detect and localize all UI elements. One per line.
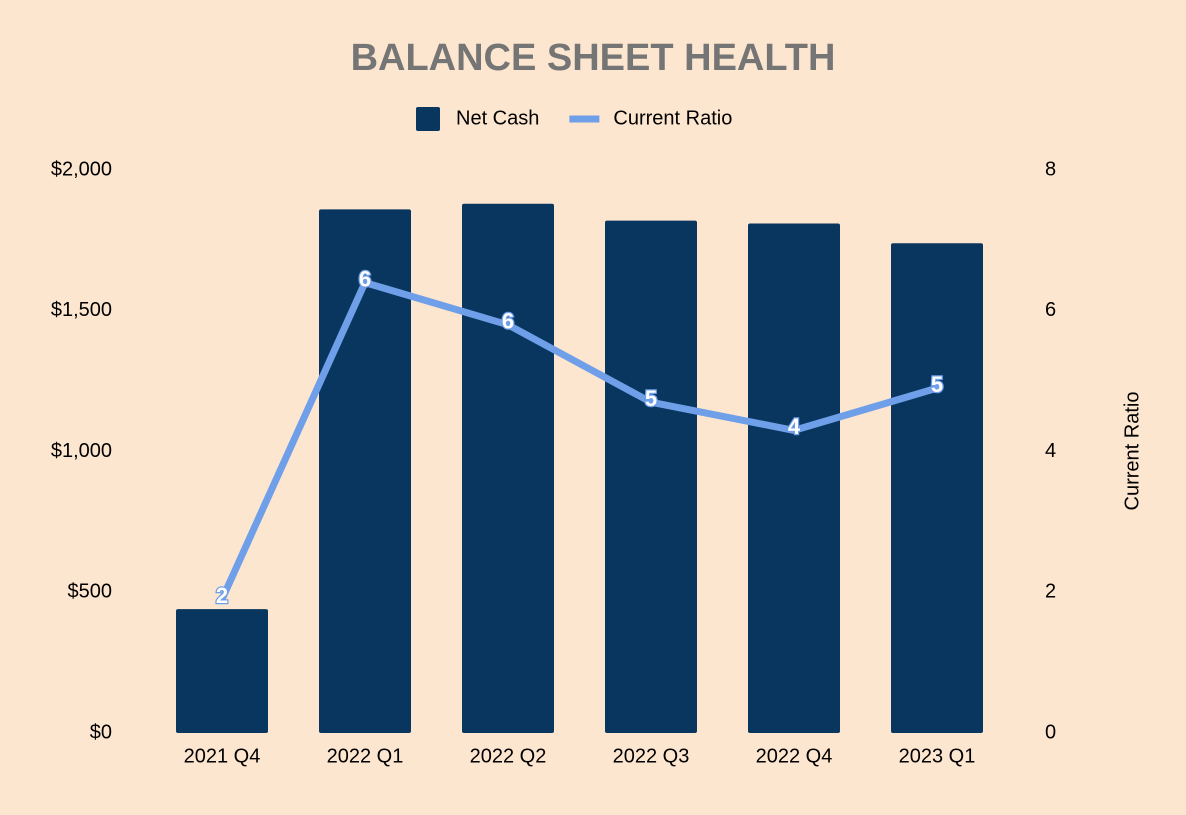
y-tick-label: $1,500	[51, 299, 112, 321]
y-tick-label: $0	[90, 721, 112, 743]
legend-label: Current Ratio	[613, 107, 732, 129]
bar	[462, 203, 554, 733]
bar	[176, 609, 268, 733]
data-label: 4	[788, 414, 801, 439]
chart-title: BALANCE SHEET HEALTH	[351, 37, 836, 79]
x-tick-label: 2022 Q3	[613, 745, 690, 767]
data-label: 2	[216, 583, 228, 608]
y-tick-label: $2,000	[51, 158, 112, 180]
y-tick-label: $1,000	[51, 440, 112, 462]
legend-label: Net Cash	[456, 107, 539, 129]
x-tick-label: 2022 Q2	[470, 745, 547, 767]
x-tick-label: 2022 Q1	[327, 745, 404, 767]
bar	[605, 220, 697, 734]
y-tick-label: $500	[68, 581, 113, 603]
y2-tick-label: 8	[1045, 158, 1056, 180]
bar	[748, 223, 840, 734]
data-label: 6	[502, 309, 514, 334]
x-tick-label: 2023 Q1	[899, 745, 976, 767]
legend-swatch	[416, 107, 440, 131]
data-label: 5	[645, 386, 657, 411]
bar	[891, 243, 983, 733]
data-label: 6	[359, 266, 371, 291]
y2-tick-label: 4	[1045, 440, 1056, 462]
y2-tick-label: 2	[1045, 581, 1056, 603]
y2-tick-label: 6	[1045, 299, 1056, 321]
line	[218, 279, 941, 603]
data-label: 5	[931, 372, 943, 397]
y2-tick-label: 0	[1045, 721, 1056, 743]
y2-axis-label: Current Ratio	[1121, 392, 1143, 511]
x-tick-label: 2021 Q4	[184, 745, 261, 767]
x-tick-label: 2022 Q4	[756, 745, 833, 767]
